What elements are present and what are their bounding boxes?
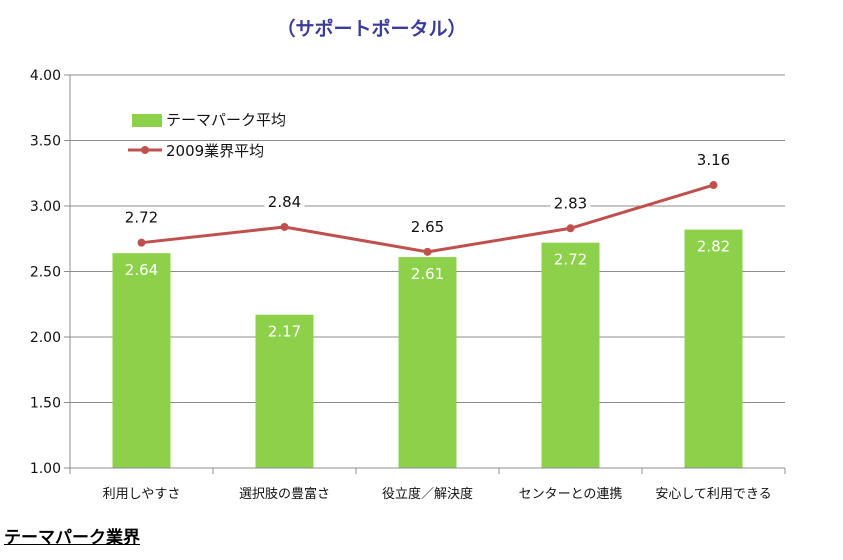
chart-title: （サポートポータル）	[0, 14, 843, 41]
x-axis: 利用しやすさ 選択肢の豊富さ 役立度／解決度 センターとの連携 安心して利用できる	[69, 467, 786, 502]
line-data-label: 2.72	[125, 209, 158, 227]
y-tick-label: 3.50	[30, 134, 61, 150]
line-data-label: 2.84	[268, 193, 301, 211]
line-point	[423, 247, 432, 256]
y-tick-label: 4.00	[30, 68, 61, 84]
chart-title-text: （サポートポータル）	[276, 18, 467, 40]
y-tick-label: 2.50	[30, 265, 61, 281]
line-data-label: 2.83	[554, 194, 587, 212]
line-series: 2.72 2.84 2.65 2.83 3.16	[121, 149, 734, 256]
line-data-label-bg	[693, 149, 734, 170]
bar-series: 2.64 2.17 2.61 2.72 2.82	[112, 229, 743, 468]
x-category-label: 利用しやすさ	[103, 487, 181, 502]
bar	[255, 314, 314, 468]
line-data-label-bg	[407, 215, 448, 236]
bar	[112, 253, 171, 468]
x-category-label: センターとの連携	[519, 486, 623, 502]
bar	[684, 229, 743, 468]
x-category-label: 選択肢の豊富さ	[239, 486, 330, 502]
line-point	[709, 181, 718, 190]
legend: テーマパーク平均 2009業界平均	[128, 111, 286, 160]
bar-data-label: 2.82	[697, 238, 730, 256]
y-tick-label: 1.50	[30, 396, 61, 412]
x-category-label: 役立度／解決度	[382, 486, 473, 502]
legend-label-line: 2009業界平均	[166, 142, 264, 160]
line-point	[137, 238, 146, 247]
bar	[398, 257, 457, 468]
y-tick-label: 3.00	[30, 199, 61, 215]
legend-label-bar: テーマパーク平均	[166, 111, 286, 129]
bar	[541, 242, 600, 468]
bar-line-chart: 1.001.502.002.503.003.504.00 2.642.172.6…	[30, 68, 786, 502]
y-axis: 1.00 1.50 2.00 2.50 3.00 3.50 4.00	[30, 68, 71, 477]
bar-data-label: 2.61	[411, 265, 444, 283]
y-tick-label: 1.00	[30, 461, 61, 477]
bar-data-label: 2.72	[554, 251, 587, 269]
x-category-label: 安心して利用できる	[655, 487, 771, 502]
line-data-label-bg	[121, 206, 162, 227]
line-data-label: 3.16	[697, 151, 730, 169]
bar-data-label: 2.64	[125, 261, 158, 279]
line-data-label-bg	[264, 190, 305, 211]
y-tick-label: 2.00	[30, 330, 61, 346]
legend-swatch-bar	[132, 114, 162, 127]
line-point	[280, 222, 289, 231]
legend-swatch-marker	[141, 146, 149, 154]
line-data-label: 2.65	[411, 218, 444, 236]
line-data-label-bg	[550, 192, 591, 213]
bar-data-label: 2.17	[268, 323, 301, 341]
footer-heading: テーマパーク業界	[4, 528, 140, 548]
line-point	[566, 224, 575, 233]
